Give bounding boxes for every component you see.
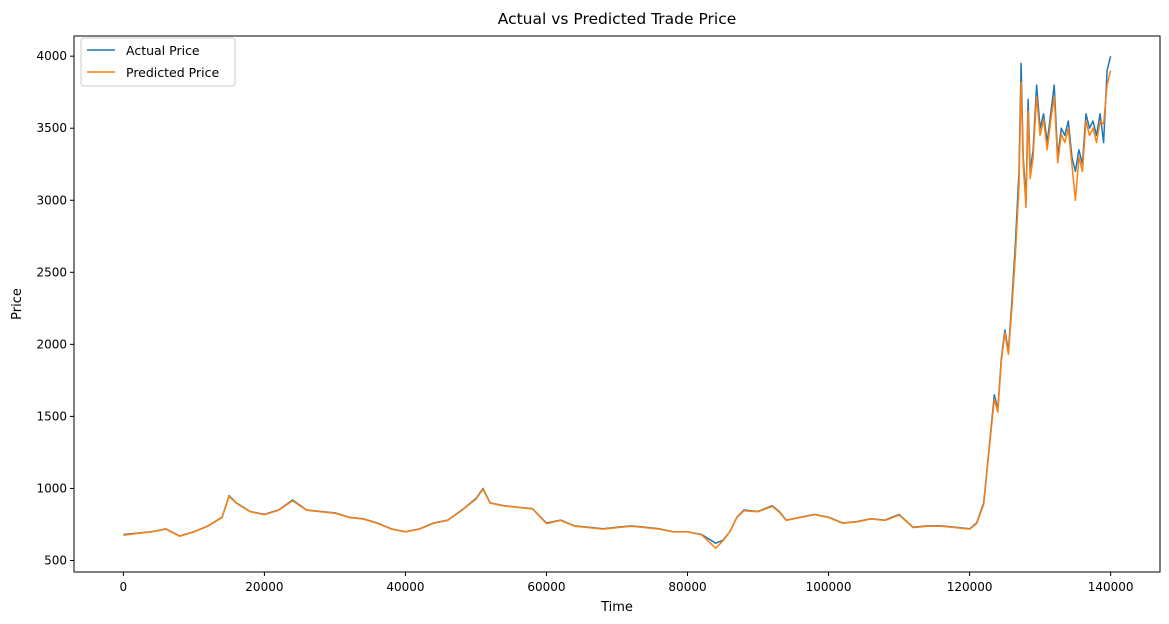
- x-axis-ticks: 0 20000 40000 60000 80000 100000 120000 140000: [120, 572, 1134, 594]
- x-tick-label: 120000: [947, 580, 993, 594]
- x-tick-label: 140000: [1088, 580, 1134, 594]
- y-tick-label: 1500: [36, 409, 67, 423]
- y-tick-label: 2000: [36, 337, 67, 351]
- x-axis-label: Time: [600, 600, 633, 615]
- legend-box: [80, 37, 236, 87]
- y-axis-label: Price: [10, 288, 25, 320]
- legend-label-actual: Actual Price: [126, 43, 200, 58]
- y-tick-label: 4000: [36, 49, 67, 63]
- x-tick-label: 80000: [668, 580, 706, 594]
- x-tick-label: 0: [120, 580, 128, 594]
- y-tick-label: 3500: [36, 121, 67, 135]
- plot-frame: [73, 35, 1161, 573]
- plot-lines: [123, 56, 1112, 549]
- x-tick-label: 60000: [527, 580, 565, 594]
- y-tick-label: 1000: [36, 481, 67, 495]
- legend-label-predicted: Predicted Price: [126, 65, 219, 80]
- y-tick-label: 500: [44, 553, 67, 567]
- y-axis-ticks: 500 1000 1500 2000 2500 3000 3500 4000: [36, 49, 74, 567]
- y-tick-label: 3000: [36, 193, 67, 207]
- chart-title: Actual vs Predicted Trade Price: [498, 10, 737, 28]
- x-tick-label: 20000: [245, 580, 283, 594]
- x-tick-label: 40000: [386, 580, 424, 594]
- legend: Actual Price Predicted Price: [80, 37, 236, 87]
- x-tick-label: 100000: [806, 580, 852, 594]
- series-line-predicted: [123, 70, 1112, 549]
- y-tick-label: 2500: [36, 265, 67, 279]
